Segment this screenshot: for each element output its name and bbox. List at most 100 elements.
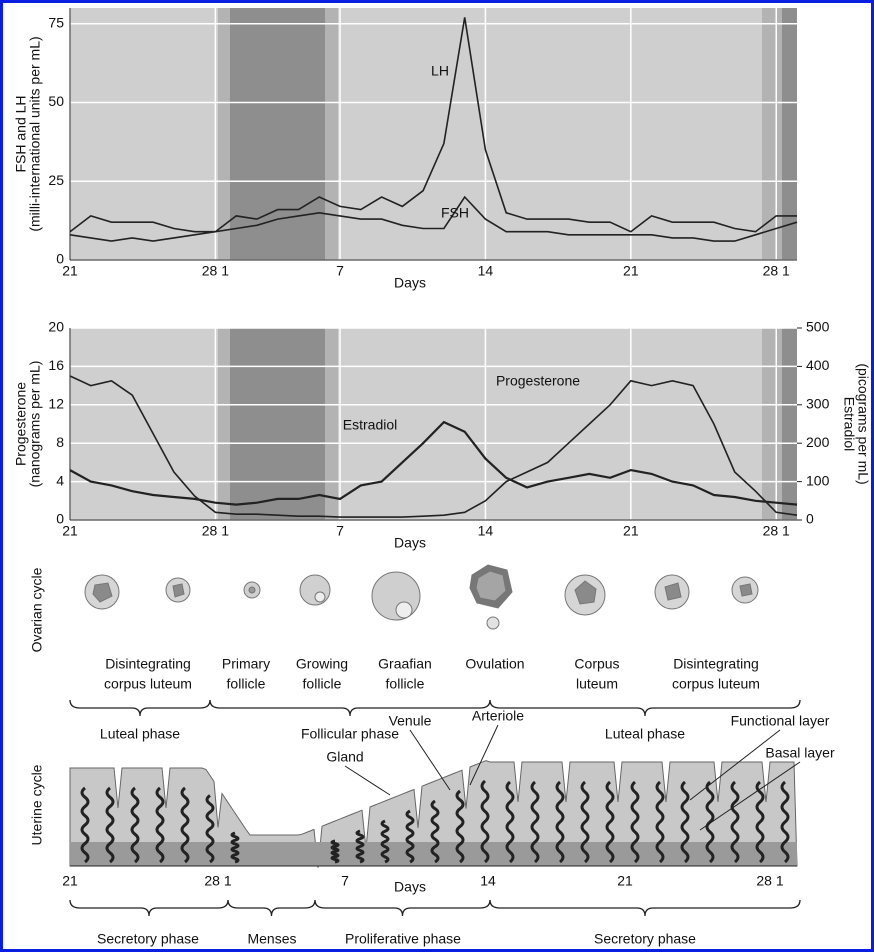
shade xyxy=(762,8,782,260)
x-tick-label: 28 1 xyxy=(763,263,790,279)
vessel xyxy=(555,780,565,864)
vessel xyxy=(580,780,590,864)
series-label: Progesterone xyxy=(496,373,580,389)
x-tick-label: 28 1 xyxy=(204,873,231,889)
shade xyxy=(230,328,325,520)
series-line xyxy=(69,17,797,233)
y2-tick-label: 0 xyxy=(806,511,814,527)
tissue-label: Arteriole xyxy=(472,708,524,724)
vessel xyxy=(405,809,415,864)
tissue-label: Basal layer xyxy=(765,745,835,761)
plot-bg xyxy=(70,328,797,520)
y-tick-label: 0 xyxy=(56,511,64,527)
phase-label: Secretory phase xyxy=(594,931,696,947)
shade xyxy=(782,8,797,260)
y-tick-label: 25 xyxy=(48,172,64,188)
x-tick-label: 7 xyxy=(336,523,344,539)
y-axis-label: Progesterone xyxy=(13,382,29,466)
stage-label: follicle xyxy=(303,676,342,692)
x-tick-label: 28 1 xyxy=(763,523,790,539)
leader xyxy=(699,761,801,831)
stage-label: Primary xyxy=(222,656,270,672)
leader xyxy=(409,729,451,791)
leader xyxy=(344,765,391,796)
shade xyxy=(762,328,782,520)
x-tick-label: 28 1 xyxy=(202,263,229,279)
vessel xyxy=(330,839,340,864)
y-tick-label: 16 xyxy=(48,357,64,373)
stage-label: luteum xyxy=(576,676,618,692)
y-tick-label: 0 xyxy=(56,251,64,267)
y-tick-label: 12 xyxy=(48,396,64,412)
y-tick-label: 50 xyxy=(48,93,64,109)
x-tick-label: 14 xyxy=(478,523,494,539)
x-tick-label: 21 xyxy=(617,873,633,889)
vessel xyxy=(630,780,640,864)
vessel xyxy=(455,789,465,864)
shade xyxy=(230,8,325,260)
vessel xyxy=(755,780,765,864)
series-line xyxy=(69,195,798,242)
stage-label: follicle xyxy=(386,676,425,692)
vessel xyxy=(430,799,440,864)
tissue-label: Gland xyxy=(326,749,363,765)
tissue-label: Venule xyxy=(389,713,432,729)
phase-label: Menses xyxy=(247,931,296,947)
x-tick-label: 21 xyxy=(62,523,78,539)
x-tick-label: 14 xyxy=(478,263,494,279)
uterine-tissue xyxy=(69,760,798,868)
vessel xyxy=(205,794,215,864)
x-tick-label: 28 1 xyxy=(756,873,783,889)
stage-label: Disintegrating xyxy=(673,656,759,672)
phase-label: Luteal phase xyxy=(100,726,180,742)
section-label: Ovarian cycle xyxy=(29,567,45,652)
x-tick-label: 21 xyxy=(62,873,78,889)
stage-label: Corpus xyxy=(574,656,619,672)
stage-label: Growing xyxy=(296,656,348,672)
phase-label: Follicular phase xyxy=(301,726,399,742)
ovary-icons xyxy=(84,564,759,630)
stage-label: corpus luteum xyxy=(672,676,760,692)
functional-layer xyxy=(69,760,798,868)
vessel xyxy=(530,780,540,864)
series-line xyxy=(69,375,798,518)
vessel xyxy=(380,819,390,864)
y2-axis-label: Estradiol xyxy=(841,397,857,451)
stage-label: follicle xyxy=(227,676,266,692)
brace xyxy=(489,899,801,917)
backgrounds xyxy=(70,8,797,520)
y2-axis-label: (picograms per mL) xyxy=(855,363,871,484)
y-axis-label: (milli-international units per mL) xyxy=(27,36,43,231)
vessel xyxy=(705,780,715,864)
y2-tick-label: 100 xyxy=(806,472,830,488)
vessel xyxy=(180,786,190,864)
stage-label: corpus luteum xyxy=(104,676,192,692)
vessel xyxy=(480,779,490,864)
y-tick-label: 75 xyxy=(48,14,64,30)
y2-tick-label: 400 xyxy=(806,357,830,373)
vessel xyxy=(605,780,615,864)
x-tick-label: 21 xyxy=(623,263,639,279)
series-label: LH xyxy=(431,63,449,79)
shade xyxy=(782,328,797,520)
vessel xyxy=(80,786,90,864)
tissue-label: Functional layer xyxy=(731,713,830,729)
brace xyxy=(314,899,491,917)
brace xyxy=(227,899,316,917)
brace xyxy=(69,899,229,917)
x-axis-label: Days xyxy=(394,275,426,291)
x-tick-label: 14 xyxy=(480,873,496,889)
phase-label: Proliferative phase xyxy=(345,931,461,947)
y-axis-label: FSH and LH xyxy=(13,95,29,172)
series-line xyxy=(69,420,798,506)
vessel xyxy=(155,786,165,864)
series-label: FSH xyxy=(441,205,469,221)
x-tick-label: 21 xyxy=(62,263,78,279)
y2-tick-label: 200 xyxy=(806,434,830,450)
vessel xyxy=(655,780,665,864)
leader xyxy=(689,729,781,801)
phase-label: Luteal phase xyxy=(605,726,685,742)
x-axis-label: Days xyxy=(394,879,426,895)
